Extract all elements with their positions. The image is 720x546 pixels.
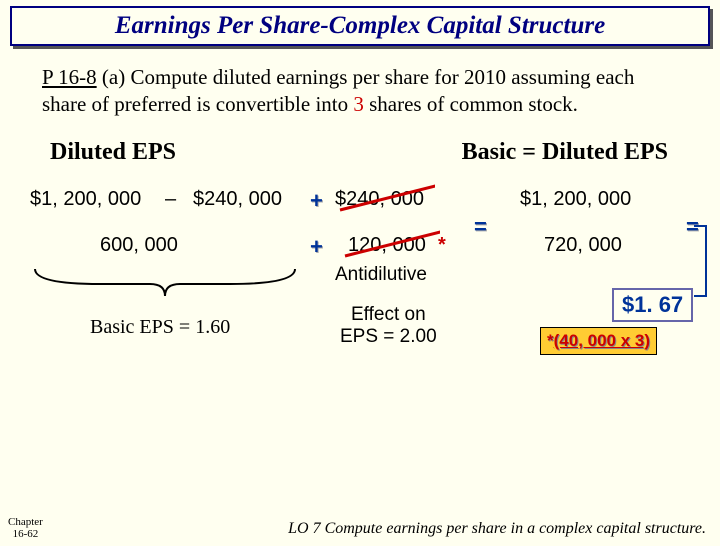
effect-on-eps: Effect on EPS = 2.00	[340, 304, 437, 348]
chapter-label: Chapter 16-62	[8, 516, 43, 540]
basic-eps-label: Basic EPS = 1.60	[90, 316, 230, 339]
numerator-addback: $240, 000	[335, 188, 424, 211]
title-box: Earnings Per Share-Complex Capital Struc…	[10, 6, 710, 46]
brace-icon	[30, 264, 300, 304]
problem-statement: P 16-8 (a) Compute diluted earnings per …	[42, 64, 680, 119]
diluted-eps-result: $1. 67	[612, 288, 693, 322]
formula-area: $1, 200, 000 – $240, 000 + $240, 000 600…	[0, 188, 720, 358]
heading-basic-equals-diluted: Basic = Diluted EPS	[462, 139, 668, 166]
heading-diluted: Diluted EPS	[50, 139, 176, 166]
effect-line2: EPS = 2.00	[340, 326, 437, 348]
numerator-income: $1, 200, 000	[30, 188, 141, 211]
footnote-box: *(40, 000 x 3)	[540, 327, 657, 355]
asterisk-ref: *	[438, 234, 446, 257]
learning-objective: LO 7 Compute earnings per share in a com…	[288, 520, 706, 538]
problem-tail: shares of common stock.	[364, 92, 578, 116]
equals-sign-left: =	[474, 214, 487, 240]
basic-eps-text: Basic EPS =	[90, 316, 195, 338]
minus-sign: –	[165, 188, 176, 211]
chapter-line2: 16-62	[8, 528, 43, 540]
eps-headings: Diluted EPS Basic = Diluted EPS	[50, 139, 680, 166]
chapter-line1: Chapter	[8, 516, 43, 528]
basic-eps-value: 1.60	[195, 316, 230, 338]
conv-shares-count: 3	[353, 92, 364, 116]
plus-sign-num: +	[310, 188, 323, 214]
equals-sign-right: =	[686, 214, 699, 240]
denominator-shares: 600, 000	[100, 234, 178, 257]
numerator-pref-div: $240, 000	[193, 188, 282, 211]
result-denominator: 720, 000	[544, 234, 622, 257]
antidilutive-label: Antidilutive	[335, 264, 427, 286]
plus-sign-den: +	[310, 234, 323, 260]
footnote-text: (40, 000 x 3)	[554, 331, 650, 350]
effect-line1: Effect on	[340, 304, 437, 326]
result-numerator: $1, 200, 000	[520, 188, 631, 211]
problem-ref: P 16-8	[42, 65, 97, 89]
denominator-conv-shares: 120, 000	[348, 234, 426, 257]
page-title: Earnings Per Share-Complex Capital Struc…	[20, 12, 700, 40]
footnote-star: *	[547, 331, 554, 350]
